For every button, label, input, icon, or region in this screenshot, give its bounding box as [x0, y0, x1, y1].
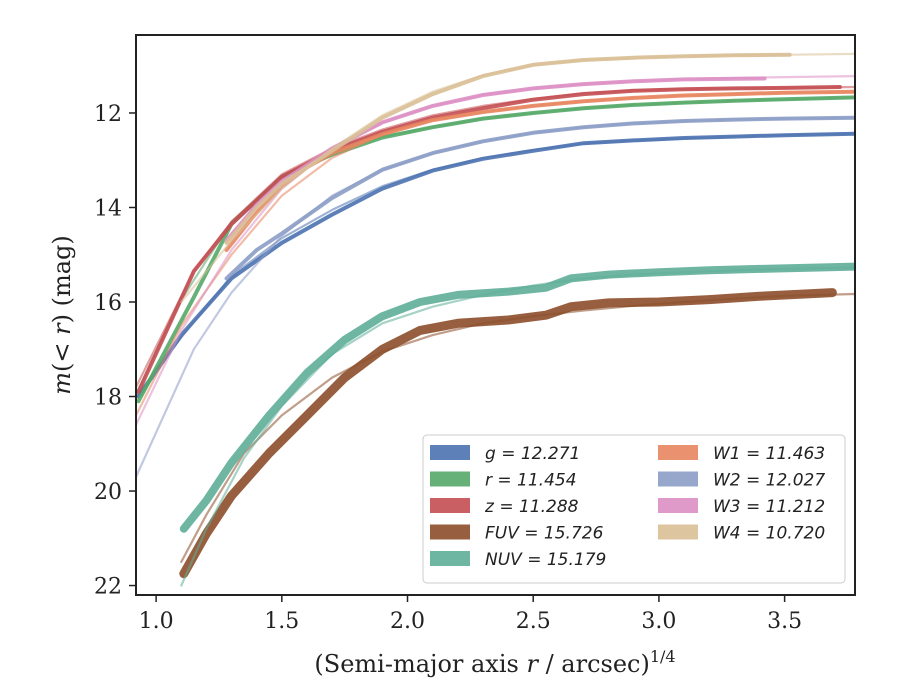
x-axis-label-r: r [526, 650, 539, 678]
series-g-data-band [136, 131, 855, 399]
legend-swatch-z [430, 498, 470, 513]
legend-label-fuv: FUV = 15.726 [485, 524, 604, 544]
x-axis-label-main: (Semi-major axis [314, 650, 526, 678]
legend-label-w1: W1 = 11.463 [713, 444, 825, 464]
y-axis-label-rest: (< [48, 335, 76, 372]
y-tick-label: 14 [94, 196, 122, 221]
x-tick-label: 1.0 [139, 609, 174, 634]
x-tick-label: 1.5 [264, 609, 299, 634]
legend-swatch-w3 [658, 498, 698, 513]
y-tick-label: 20 [94, 480, 122, 505]
legend-label-g: g = 12.271 [485, 444, 580, 464]
series-g-fit-line [136, 132, 855, 398]
x-axis-label: (Semi-major axis r / arcsec)1/4 [314, 647, 675, 678]
legend-swatch-nuv [430, 551, 470, 566]
x-tick-label: 3.5 [767, 609, 802, 634]
series-fuv-data-band [179, 288, 837, 579]
series-w3-fit-line [136, 75, 855, 426]
series-layer [136, 52, 855, 587]
series-nuv-data-band [179, 262, 855, 533]
x-axis-label-exponent: 1/4 [650, 647, 676, 666]
y-tick-label: 22 [94, 575, 122, 600]
legend-swatch-w4 [658, 524, 698, 540]
series-w4-data-band [224, 52, 792, 245]
legend-label-w2: W2 = 12.027 [713, 471, 825, 491]
legend-label-z: z = 11.288 [484, 497, 579, 517]
series-z-fit-line [136, 85, 855, 389]
x-axis-label-unit: / arcsec) [538, 650, 650, 678]
y-axis-label-r: r [48, 322, 76, 335]
y-axis-label: m(< r) (mag) [48, 235, 76, 395]
legend-swatch-w2 [658, 471, 698, 487]
legend-label-w4: W4 = 10.720 [713, 524, 825, 544]
series-w1-data-band [224, 89, 855, 252]
ticks-layer: 1.0 1.5 2.0 2.5 3.0 3.5 12 14 16 18 20 22 [94, 102, 802, 634]
legend-label-r: r = 11.454 [485, 471, 577, 491]
x-tick-label: 3.0 [641, 609, 676, 634]
series-z-data-band [136, 85, 842, 394]
legend-swatch-r [430, 471, 470, 487]
y-tick-label: 16 [94, 291, 122, 316]
legend-swatch-g [430, 445, 470, 460]
x-tick-label: 2.0 [390, 609, 425, 634]
legend-label-w3: W3 = 11.212 [713, 497, 825, 517]
series-w2-data-band [224, 115, 855, 281]
y-tick-label: 18 [94, 386, 122, 411]
legend-label-nuv: NUV = 15.179 [485, 550, 606, 570]
y-tick-label: 12 [94, 102, 122, 127]
series-r-data-band [136, 95, 855, 404]
legend-swatch-fuv [430, 524, 470, 540]
legend: g = 12.271 r = 11.454 z = 11.288 FUV = 15.7… [422, 434, 846, 584]
legend-swatch-w1 [658, 445, 698, 460]
legend-frame [422, 434, 846, 584]
y-axis-label-m: m [48, 372, 76, 395]
x-tick-label: 2.5 [516, 609, 551, 634]
y-axis-label-unit: ) (mag) [48, 235, 76, 323]
plot-frame [135, 34, 856, 596]
series-r-fit-line [136, 96, 855, 396]
